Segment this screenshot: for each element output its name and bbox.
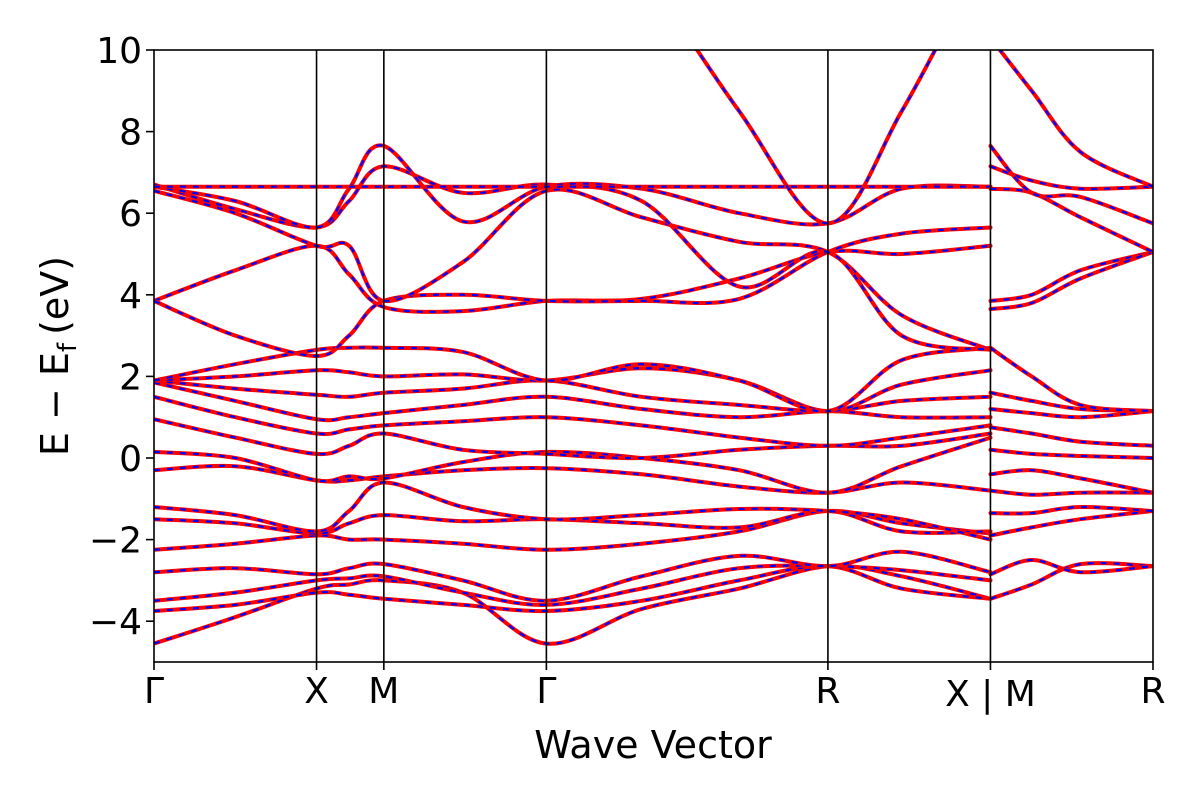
ytick-label-4: 4 (119, 276, 142, 317)
xtick-label-1: X (304, 671, 329, 712)
bands-layer (154, 50, 1153, 646)
ytick-label-2: 0 (119, 439, 142, 480)
xtick-label-2: M (368, 671, 399, 712)
band-1-blue (154, 564, 991, 613)
band-12-red (154, 378, 993, 414)
band-33-blue (990, 250, 1153, 302)
band-27-blue (990, 469, 1153, 494)
y-axis-title: E − Ef (eV) (33, 256, 83, 456)
band-28-blue (990, 448, 1153, 460)
ytick-label-6: 8 (119, 113, 142, 154)
ytick-label-1: −2 (89, 521, 142, 562)
band-35-red (988, 186, 1153, 254)
band-29-blue (990, 426, 1153, 447)
ytick-label-7: 10 (96, 31, 142, 72)
band-10-blue (154, 395, 991, 447)
x-axis-title: Wave Vector (534, 723, 772, 767)
band-6-blue (154, 481, 991, 541)
band-26-blue (990, 489, 1153, 496)
band-4-blue (154, 509, 991, 551)
band-38-red (997, 50, 1153, 189)
band-21-red (694, 50, 938, 226)
band-3-blue (154, 550, 991, 602)
band-25-blue (990, 505, 1153, 515)
ytick-label-3: 2 (119, 357, 142, 398)
xtick-label-4: R (815, 671, 840, 712)
xtick-label-3: Γ (536, 671, 556, 712)
band-37-blue (989, 145, 1153, 225)
band-22-red (988, 561, 1153, 601)
band-32-blue (989, 346, 1153, 413)
band-35-blue (990, 187, 1153, 253)
band-15-blue (154, 244, 991, 313)
ytick-label-0: −4 (89, 602, 142, 643)
plot-frame (153, 49, 1154, 663)
band-29-red (988, 425, 1153, 448)
band-30-blue (990, 407, 1153, 419)
band-34-blue (990, 250, 1153, 311)
xtick-label-0: Γ (144, 671, 164, 712)
band-27-red (988, 468, 1153, 495)
xtick-label-5: X | M (945, 674, 1036, 715)
band-17-red (154, 187, 993, 352)
band-32-red (988, 345, 1153, 414)
y-axis: −4 −2 0 2 4 6 8 10 (89, 31, 154, 643)
band-18-blue (154, 165, 991, 351)
band-17-blue (154, 188, 991, 351)
band-13-red (154, 366, 993, 414)
xtick-label-6: R (1140, 671, 1165, 712)
band-38-blue (998, 50, 1153, 188)
y-axis-title-sub: f (53, 342, 83, 352)
kpoint-lines (315, 50, 992, 662)
band-36-blue (990, 165, 1153, 191)
band-23-blue (990, 558, 1153, 576)
band-10-red (154, 394, 993, 448)
y-axis-title-unit: (eV) (33, 256, 77, 335)
band-16-blue (154, 226, 991, 358)
ytick-label-5: 6 (119, 194, 142, 235)
y-axis-title-main: E − E (33, 352, 77, 456)
band-18-red (154, 164, 993, 352)
band-24-blue (990, 509, 1153, 537)
band-14-blue (154, 346, 991, 413)
band-7-blue (154, 464, 991, 494)
